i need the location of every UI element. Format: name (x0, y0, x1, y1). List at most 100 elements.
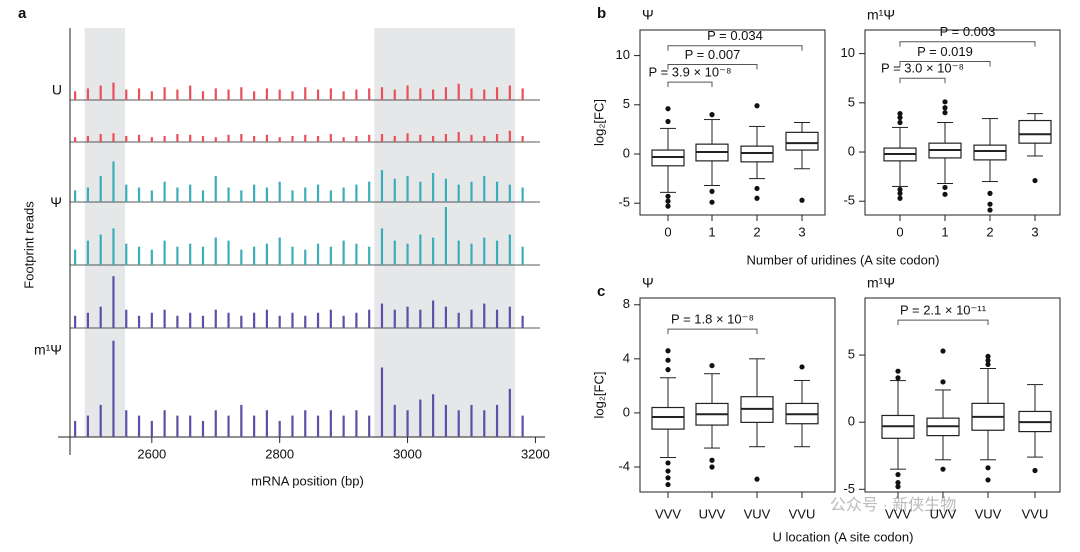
x-tick-label: 2 (986, 224, 993, 239)
outlier (942, 105, 948, 111)
outlier (987, 207, 993, 213)
x-axis-label: Number of uridines (A site codon) (747, 252, 940, 267)
p-value: P = 0.007 (685, 47, 741, 62)
x-axis-label: U location (A site codon) (773, 529, 914, 544)
significance-bracket (899, 77, 946, 84)
y-tick-label: -5 (618, 195, 630, 210)
y-tick-label: 0 (623, 145, 630, 160)
outlier (665, 106, 671, 112)
outlier (897, 190, 903, 196)
box (651, 406, 685, 430)
y-tick-label: 0 (623, 404, 630, 419)
outlier (665, 118, 671, 125)
outlier (665, 193, 671, 199)
p-value: P = 1.8 × 10⁻⁸ (671, 312, 754, 327)
y-tick-label: 10 (616, 47, 630, 62)
plot-frame (864, 29, 1061, 216)
outlier (895, 375, 901, 381)
track-group-label: m¹Ψ (34, 342, 62, 358)
outlier (799, 364, 805, 370)
outlier (985, 361, 991, 368)
plot-frame (864, 297, 1061, 493)
outlier (940, 379, 946, 385)
y-tick-label: -4 (618, 458, 630, 473)
panel-label: a (18, 5, 27, 22)
plot-frame (639, 29, 826, 216)
track-group-label: U (52, 82, 62, 98)
p-value: P = 0.019 (917, 44, 973, 59)
outlier (709, 362, 715, 369)
outlier (940, 466, 946, 472)
outlier (665, 468, 671, 474)
chart-title: m¹Ψ (867, 7, 895, 23)
x-tick-label: VUV (975, 506, 1002, 521)
significance-bracket (899, 41, 1036, 47)
outlier (709, 188, 715, 194)
x-tick-label: 2600 (137, 446, 166, 461)
x-tick-label: VVU (789, 506, 816, 521)
outlier (895, 484, 901, 490)
p-value: P = 0.003 (940, 24, 996, 39)
y-axis-label: log₂[FC] (591, 99, 606, 146)
box (785, 131, 819, 151)
outlier (897, 114, 903, 121)
y-tick-label: 0 (848, 414, 855, 429)
p-value: P = 0.034 (707, 28, 763, 43)
outlier (754, 103, 760, 109)
outlier (897, 195, 903, 201)
watermark: 公众号 · 新侠生物 (830, 496, 956, 514)
x-tick-label: 1 (941, 224, 948, 239)
outlier (897, 186, 903, 193)
outlier (665, 475, 671, 481)
significance-bracket (899, 60, 991, 67)
outlier (709, 112, 715, 118)
outlier (709, 199, 715, 205)
outlier (1032, 177, 1038, 184)
x-tick-label: 0 (896, 224, 903, 239)
track-group-label: Ψ (50, 194, 62, 210)
x-tick-label: 3200 (521, 446, 550, 461)
y-tick-label: -5 (843, 193, 855, 208)
x-tick-label: UVV (699, 506, 726, 521)
plot-frame (639, 297, 836, 493)
outlier (985, 353, 991, 360)
significance-bracket (667, 328, 758, 335)
outlier (895, 368, 901, 374)
y-tick-label: 8 (623, 296, 630, 311)
outlier (985, 357, 991, 364)
chart-title: m¹Ψ (867, 275, 895, 291)
y-tick-label: 5 (623, 96, 630, 111)
outlier (665, 367, 671, 373)
outlier (942, 184, 948, 191)
p-value: P = 3.9 × 10⁻⁸ (649, 65, 732, 80)
outlier (942, 191, 948, 197)
outlier (895, 480, 901, 486)
x-tick-label: 2 (753, 224, 760, 239)
y-tick-label: -5 (843, 481, 855, 496)
y-axis-label: log₂[FC] (591, 372, 606, 419)
box (973, 144, 1007, 161)
outlier (754, 195, 760, 201)
outlier (709, 457, 715, 463)
outlier (942, 110, 948, 116)
y-tick-label: 4 (623, 350, 630, 365)
x-tick-label: UVV (930, 506, 957, 521)
outlier (665, 198, 671, 204)
x-tick-label: 3000 (393, 446, 422, 461)
outlier (665, 481, 671, 488)
x-tick-label: VUV (744, 506, 771, 521)
outlier (665, 348, 671, 354)
outlier (665, 357, 671, 363)
chart-title: Ψ (642, 7, 654, 23)
panel-label: c (597, 283, 605, 300)
x-tick-label: 3 (798, 224, 805, 239)
y-tick-label: 5 (848, 94, 855, 109)
p-value: P = 3.0 × 10⁻⁸ (881, 61, 964, 76)
outlier (754, 185, 760, 192)
p-value: P = 2.1 × 10⁻¹¹ (900, 303, 987, 318)
outlier (895, 471, 901, 478)
x-tick-label: 3 (1031, 224, 1038, 239)
outlier (709, 464, 715, 470)
y-tick-label: 10 (841, 45, 855, 60)
